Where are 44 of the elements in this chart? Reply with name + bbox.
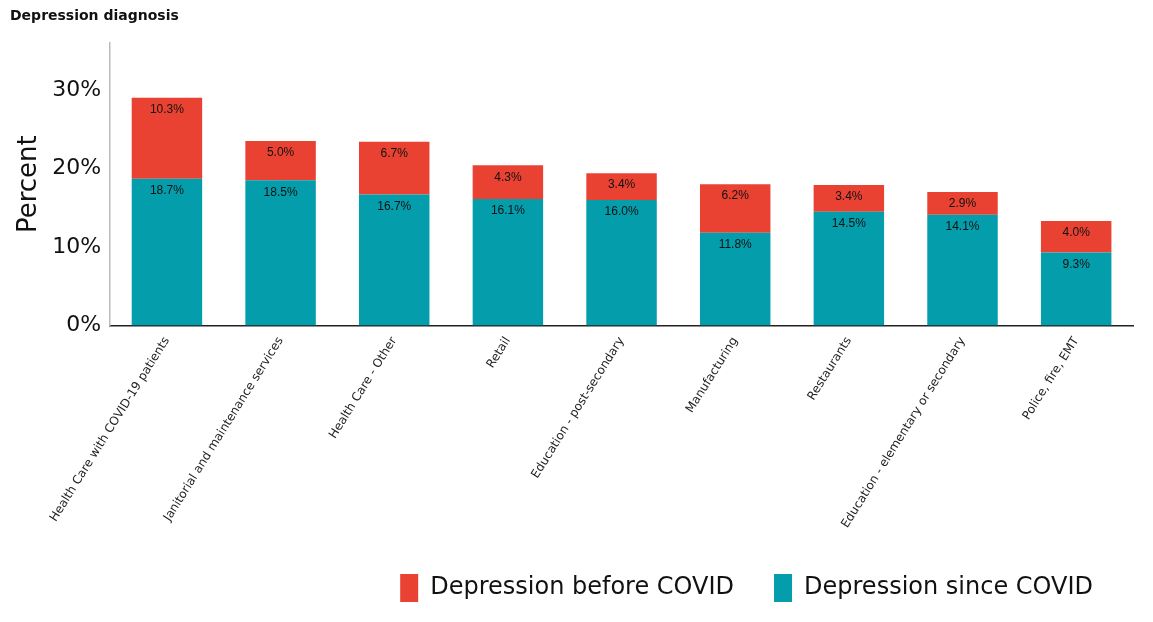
data-label: 6.7% [380,146,409,161]
data-label: 6.2% [721,188,750,203]
data-label: 18.7% [149,182,185,197]
data-label: 16.1% [490,203,526,218]
bar [472,199,544,326]
data-label: 4.3% [494,169,522,184]
y-tick-label: 30% [52,75,102,101]
data-label: 11.8% [718,237,753,252]
data-label: 4.0% [1062,225,1091,240]
data-label: 3.4% [835,189,863,204]
bar [131,97,203,179]
bar [813,184,885,212]
data-label: 14.1% [945,219,980,234]
bar [927,214,998,326]
bar [131,178,203,326]
bar [359,194,430,326]
y-tick-label: 10% [52,232,102,258]
data-label: 16.7% [377,198,412,213]
bar [359,141,430,195]
y-axis-title: Percent [12,135,43,234]
bar [586,199,657,326]
bar [699,184,771,233]
legend-label: Depression since COVID [804,572,1094,601]
y-tick-label: 0% [66,311,102,337]
bar [813,211,885,326]
data-label: 10.3% [149,102,185,117]
bar [927,192,998,215]
y-tick-label: 20% [52,154,102,180]
bar [586,173,657,200]
bar [1040,221,1112,253]
data-label: 18.5% [263,184,298,199]
bar [1040,252,1112,326]
legend-label: Depression before COVID [430,572,735,601]
data-label: 2.9% [948,196,977,211]
data-label: 5.0% [266,145,295,160]
data-label: 9.3% [1062,256,1091,271]
data-label: 3.4% [607,177,636,192]
bar [245,180,316,326]
bar [245,140,316,181]
chart-title: Depression diagnosis [10,7,179,24]
bar [472,165,544,200]
data-label: 14.5% [831,215,867,230]
data-label: 16.0% [604,204,639,219]
bar [699,232,771,326]
